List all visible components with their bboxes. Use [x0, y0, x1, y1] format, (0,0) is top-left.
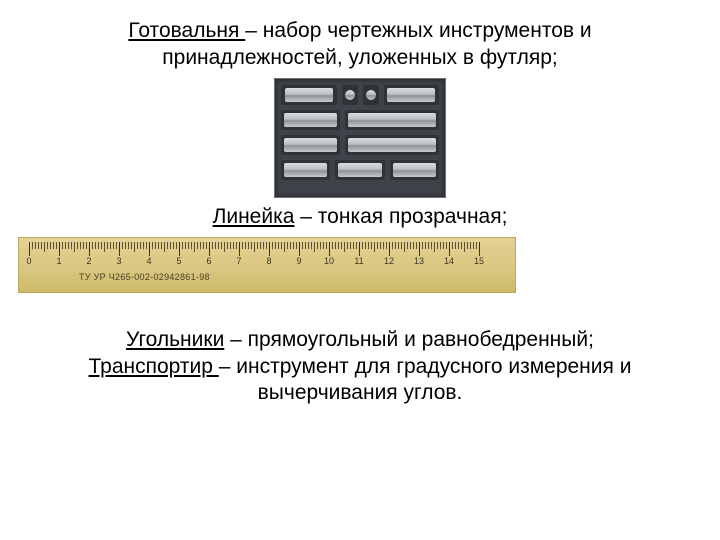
term-ugolniki: Угольники	[126, 328, 224, 351]
desc-transportir: – инструмент для градусного измерения и …	[219, 355, 632, 405]
ruler-code-text: ТУ УР Ч265-002-02942861-98	[79, 272, 210, 282]
term-transportir: Транспортир	[89, 355, 219, 378]
ruler: 0123456789101112131415 ТУ УР Ч265-002-02…	[18, 237, 516, 293]
definition-lineika: Линейка – тонкая прозрачная;	[40, 204, 680, 231]
term-gotovalnya: Готовальня	[128, 19, 245, 42]
ruler-ticks: 0123456789101112131415	[29, 242, 505, 260]
instrument-case	[274, 78, 446, 198]
definition-gotovalnya: Готовальня – набор чертежных инструменто…	[40, 18, 680, 72]
slide: { "definitions": { "gotovalnya": { "term…	[0, 0, 720, 540]
gotovalnya-illustration	[0, 78, 720, 198]
term-lineika: Линейка	[213, 205, 295, 228]
ruler-illustration: 0123456789101112131415 ТУ УР Ч265-002-02…	[0, 237, 720, 293]
desc-lineika: – тонкая прозрачная;	[294, 205, 507, 228]
desc-ugolniki: – прямоугольный и равнобедренный;	[224, 328, 594, 351]
definition-ugolniki-transportir: Угольники – прямоугольный и равнобедренн…	[40, 327, 680, 408]
